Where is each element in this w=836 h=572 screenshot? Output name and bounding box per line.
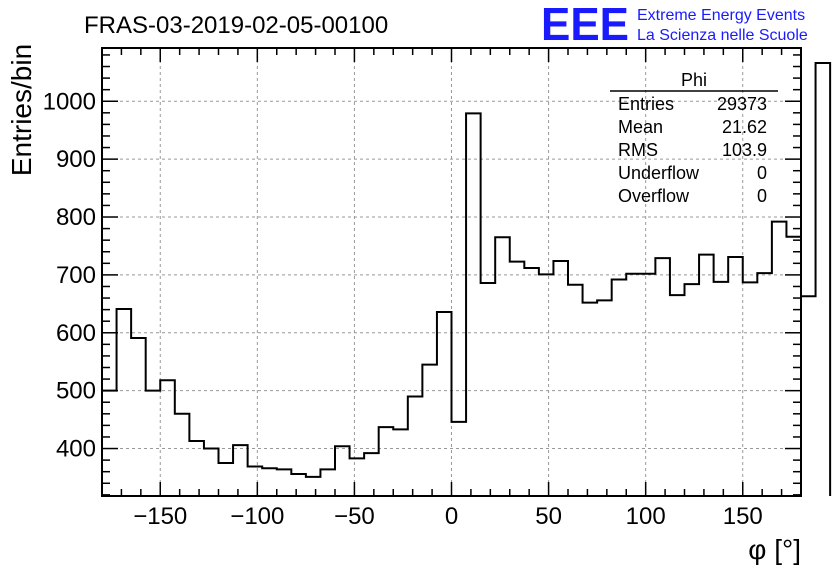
histogram-bin (320, 469, 335, 496)
stats-title: Phi (681, 70, 707, 90)
histogram-bin (728, 257, 743, 496)
histogram-bin (655, 258, 670, 496)
histogram-bin (189, 441, 204, 496)
y-tick-label: 1000 (43, 88, 96, 115)
y-tick-label: 500 (56, 378, 96, 405)
histogram-bin (204, 449, 219, 496)
grid (102, 48, 801, 496)
histogram-bin (539, 274, 554, 496)
histogram-bin (306, 477, 321, 496)
histogram-bin (248, 466, 263, 496)
histogram-bin (350, 458, 365, 496)
eee-logo-icon: EEE (541, 0, 629, 50)
y-tick-label: 600 (56, 320, 96, 347)
histogram-bin (422, 365, 437, 496)
histogram-bin (233, 445, 248, 496)
stats-label-overflow: Overflow (618, 186, 690, 206)
histogram-bin (583, 303, 598, 496)
histogram-bin (699, 255, 714, 496)
histogram-bin (102, 391, 117, 496)
stats-label-rms: RMS (618, 140, 658, 160)
x-axis-label: φ [°] (748, 534, 801, 565)
stats-value-underflow: 0 (757, 163, 767, 183)
x-tick-label: −50 (334, 503, 375, 530)
histogram-bin (510, 262, 525, 496)
chart-title: FRAS-03-2019-02-05-00100 (84, 12, 388, 39)
histogram-bin (772, 222, 787, 496)
histogram-bin (641, 274, 656, 496)
stats-value-mean: 21.62 (722, 117, 767, 137)
stats-label-underflow: Underflow (618, 163, 700, 183)
histogram-bin (262, 468, 277, 496)
histogram-bin (160, 380, 175, 496)
stats-label-mean: Mean (618, 117, 663, 137)
histogram-bin (524, 268, 539, 496)
histogram-bin (553, 261, 568, 496)
histogram-bin (277, 469, 292, 496)
histogram-bin (335, 446, 350, 496)
x-tick-label: 0 (445, 503, 458, 530)
histogram-bin (452, 422, 467, 496)
histogram-bin (219, 463, 234, 496)
histogram-bin (291, 474, 306, 496)
histogram-bin (801, 296, 816, 496)
histogram-bin (437, 312, 452, 496)
histogram-bin (393, 429, 408, 496)
y-tick-label: 700 (56, 262, 96, 289)
logo-line-1: Extreme Energy Events (637, 7, 805, 24)
histogram-bin (816, 63, 831, 496)
histogram-bin (670, 295, 685, 496)
histogram-bin (481, 283, 496, 496)
histogram-bin (364, 453, 379, 496)
histogram-bin (379, 427, 394, 496)
tick-labels: −150 −100 −50 0 50 100 150 400 500 600 700 800 900 10… (43, 88, 763, 530)
histogram-outline (101, 62, 832, 496)
x-tick-label: −150 (133, 503, 187, 530)
stats-value-rms: 103.9 (722, 140, 767, 160)
histogram-bin (146, 391, 161, 496)
y-tick-label: 800 (56, 204, 96, 231)
histogram-bin (757, 273, 772, 496)
stats-box: Phi Entries 29373 Mean 21.62 RMS 103.9 U… (610, 70, 778, 206)
stats-value-overflow: 0 (757, 186, 767, 206)
stats-label-entries: Entries (618, 94, 674, 114)
logo-line-2: La Scienza nelle Scuole (637, 27, 808, 44)
x-tick-label: 150 (723, 503, 763, 530)
plot-frame (101, 47, 802, 497)
y-tick-label: 400 (56, 436, 96, 463)
histogram-bin (408, 396, 423, 496)
histogram-bin (131, 338, 146, 496)
histogram-bin (743, 282, 758, 496)
y-axis-label: Entries/bin (6, 44, 37, 176)
histogram-bin (626, 274, 641, 496)
histogram-bin (597, 300, 612, 496)
axis-ticks (101, 48, 802, 496)
histogram-bin (117, 309, 132, 496)
histogram-bin (495, 237, 510, 496)
x-tick-label: −100 (230, 503, 284, 530)
histogram-bin (612, 280, 627, 496)
histogram-bin (466, 113, 481, 496)
y-tick-label: 900 (56, 146, 96, 173)
histogram-bin (714, 282, 729, 496)
x-tick-label: 50 (535, 503, 562, 530)
histogram-bin (685, 284, 700, 496)
stats-value-entries: 29373 (717, 94, 767, 114)
histogram-bin (175, 414, 190, 496)
x-tick-label: 100 (626, 503, 666, 530)
